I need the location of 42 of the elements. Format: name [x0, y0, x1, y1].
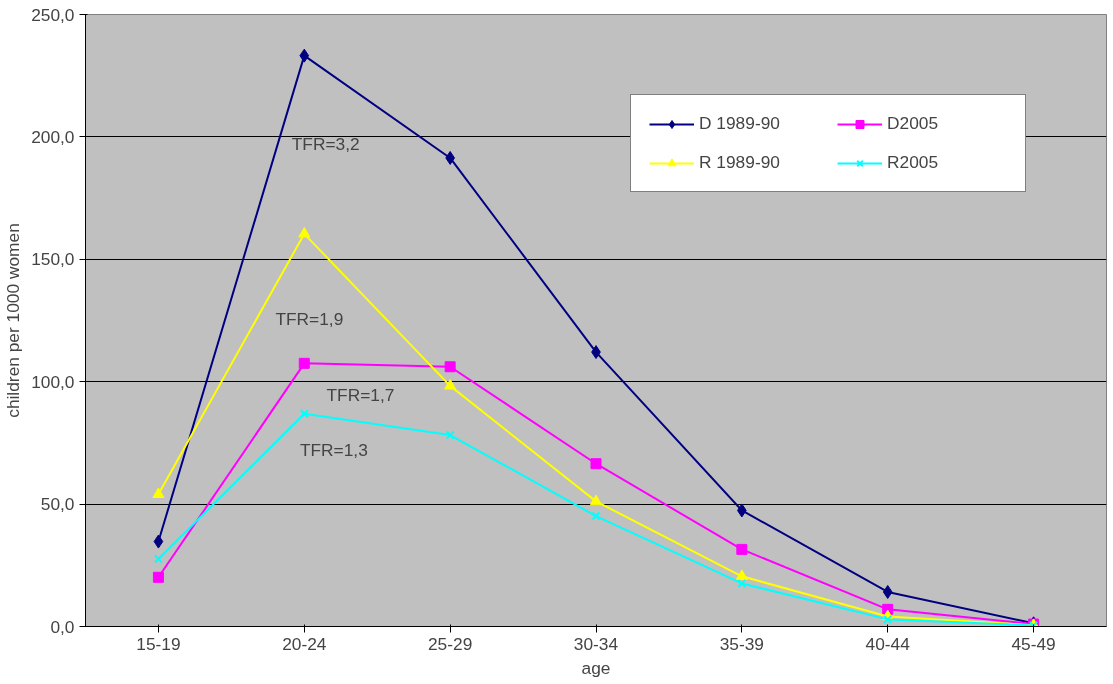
- annotation: TFR=1,3: [299, 440, 368, 461]
- x-tick-label: 40-44: [865, 633, 911, 654]
- point: [590, 458, 602, 470]
- point: [444, 361, 456, 373]
- y-tick-label: 150,0: [31, 249, 75, 270]
- y-tick-label: 0,0: [50, 616, 75, 637]
- y-axis-title: children per 1000 women: [3, 223, 24, 418]
- point: [152, 571, 164, 583]
- annotation: TFR=1,9: [275, 309, 344, 330]
- x-tick-label: 35-39: [719, 633, 765, 654]
- point: [153, 554, 163, 564]
- y-tick-label: 50,0: [40, 494, 75, 515]
- x-tick-label: 20-24: [282, 633, 327, 654]
- y-tick-label: 250,0: [31, 4, 75, 25]
- annotation: TFR=1,7: [326, 384, 395, 405]
- point: [153, 534, 164, 549]
- y-tick-label: 100,0: [31, 371, 75, 392]
- x-tick-label: 45-49: [1011, 633, 1056, 654]
- x-tick-label: 25-29: [427, 633, 473, 654]
- x-axis-title: age: [581, 657, 611, 678]
- legend-label: R2005: [887, 152, 940, 173]
- point: [152, 487, 165, 498]
- x-tick-label: 30-34: [573, 633, 619, 654]
- legend-label: D2005: [887, 113, 940, 134]
- legend-label: D 1989-90: [699, 113, 781, 134]
- point: [591, 511, 601, 521]
- annotation: TFR=3,2: [291, 134, 360, 155]
- point: [882, 584, 893, 599]
- point: [883, 614, 893, 624]
- point: [299, 48, 310, 63]
- point: [736, 543, 748, 555]
- point: [298, 357, 310, 369]
- legend-label: R 1989-90: [699, 152, 781, 173]
- point: [298, 226, 311, 238]
- y-tick-label: 200,0: [31, 126, 75, 147]
- point: [299, 409, 309, 419]
- point: [444, 379, 457, 390]
- point: [590, 494, 602, 506]
- point: [735, 569, 748, 580]
- point: [737, 578, 747, 588]
- x-tick-label: 15-19: [136, 633, 181, 654]
- point: [445, 430, 455, 440]
